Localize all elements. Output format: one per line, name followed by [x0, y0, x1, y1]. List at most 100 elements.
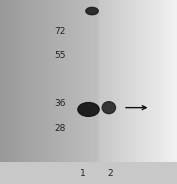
Bar: [64, 0, 65, 162]
Bar: [7, 0, 9, 162]
Bar: [135, 0, 136, 162]
Text: 1: 1: [80, 169, 86, 178]
Bar: [173, 0, 175, 162]
Bar: [170, 0, 172, 162]
Bar: [81, 0, 83, 162]
Bar: [0, 162, 177, 184]
Ellipse shape: [78, 102, 99, 116]
Bar: [21, 0, 23, 162]
Bar: [18, 0, 19, 162]
Bar: [28, 0, 30, 162]
Bar: [5, 0, 7, 162]
Bar: [57, 0, 58, 162]
Bar: [27, 0, 28, 162]
Bar: [150, 0, 152, 162]
Text: 2: 2: [108, 169, 113, 178]
Bar: [32, 0, 34, 162]
Bar: [0, 0, 2, 162]
Bar: [48, 0, 50, 162]
Bar: [92, 0, 94, 162]
Bar: [103, 0, 104, 162]
Bar: [19, 0, 21, 162]
Bar: [112, 0, 113, 162]
Text: 72: 72: [54, 27, 65, 36]
Bar: [55, 0, 57, 162]
Bar: [142, 0, 143, 162]
Bar: [154, 0, 156, 162]
Bar: [156, 0, 158, 162]
Bar: [76, 0, 78, 162]
Bar: [83, 0, 85, 162]
Bar: [14, 0, 16, 162]
Bar: [30, 0, 32, 162]
Bar: [119, 0, 120, 162]
Bar: [143, 0, 145, 162]
Bar: [2, 0, 4, 162]
Bar: [87, 0, 88, 162]
Bar: [104, 0, 106, 162]
Bar: [131, 0, 133, 162]
Bar: [46, 0, 48, 162]
Bar: [172, 0, 173, 162]
Bar: [74, 0, 76, 162]
Bar: [161, 0, 163, 162]
Bar: [166, 0, 168, 162]
Bar: [53, 0, 55, 162]
Bar: [97, 0, 99, 162]
Bar: [85, 0, 87, 162]
Bar: [4, 0, 5, 162]
Bar: [110, 0, 112, 162]
Bar: [35, 0, 37, 162]
Bar: [51, 0, 53, 162]
Bar: [34, 0, 35, 162]
Bar: [9, 0, 11, 162]
Bar: [90, 0, 92, 162]
Bar: [96, 0, 97, 162]
Bar: [80, 0, 81, 162]
Bar: [37, 0, 39, 162]
Bar: [138, 0, 140, 162]
Bar: [44, 0, 46, 162]
Bar: [133, 0, 135, 162]
Text: 55: 55: [54, 51, 65, 60]
Bar: [101, 0, 103, 162]
Bar: [140, 0, 142, 162]
Bar: [115, 0, 117, 162]
Bar: [11, 0, 12, 162]
Bar: [69, 0, 71, 162]
Bar: [163, 0, 165, 162]
Bar: [147, 0, 149, 162]
Bar: [122, 0, 124, 162]
Bar: [106, 0, 108, 162]
Ellipse shape: [86, 7, 98, 15]
Bar: [113, 0, 115, 162]
Bar: [136, 0, 138, 162]
Bar: [73, 0, 74, 162]
Bar: [62, 0, 64, 162]
Text: 28: 28: [54, 124, 65, 133]
Bar: [126, 0, 127, 162]
Bar: [159, 0, 161, 162]
Bar: [152, 0, 154, 162]
Bar: [158, 0, 159, 162]
Bar: [42, 0, 44, 162]
Bar: [175, 0, 177, 162]
Bar: [16, 0, 18, 162]
Bar: [65, 0, 67, 162]
Bar: [124, 0, 126, 162]
Bar: [23, 0, 25, 162]
Bar: [78, 0, 80, 162]
Bar: [108, 0, 110, 162]
Bar: [39, 0, 41, 162]
Bar: [149, 0, 150, 162]
Bar: [58, 0, 60, 162]
Ellipse shape: [102, 102, 116, 114]
Bar: [145, 0, 147, 162]
Bar: [71, 0, 73, 162]
Bar: [165, 0, 166, 162]
Bar: [88, 0, 90, 162]
Text: 36: 36: [54, 99, 65, 107]
Bar: [117, 0, 119, 162]
Bar: [94, 0, 96, 162]
Bar: [67, 0, 69, 162]
